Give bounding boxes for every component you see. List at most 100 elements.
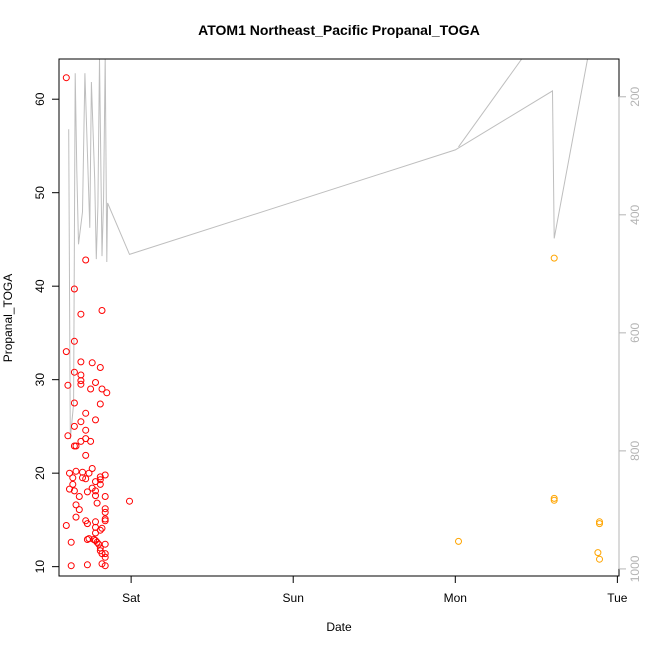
y-left-tick-label-1: 10 [33, 560, 47, 574]
data-point-s1-14 [70, 399, 78, 407]
data-point-s1-75 [98, 524, 106, 532]
data-point-s1-5 [62, 522, 70, 529]
data-point-s1-23 [75, 493, 83, 500]
data-point-s2-7 [596, 520, 603, 528]
data-point-s1-62 [93, 499, 101, 507]
y-axis-label: Propanal_TOGA [1, 274, 15, 363]
data-point-s1-65 [96, 364, 104, 371]
data-point-s2-5 [594, 549, 602, 557]
data-point-s1-38 [82, 451, 90, 459]
data-point-s1-29 [77, 310, 85, 318]
data-point-s1-66 [96, 400, 104, 408]
data-point-s1-64 [95, 540, 103, 548]
data-point-s1-63 [93, 538, 101, 546]
data-point-s1-26 [77, 380, 85, 388]
pressure-line-1 [68, 59, 589, 440]
y-right-tick-label-2: 400 [628, 204, 642, 224]
y-left-tick-label-2: 20 [33, 466, 47, 480]
data-point-s1-9 [67, 562, 75, 570]
data-point-s1-53 [92, 379, 99, 386]
data-point-s1-36 [82, 426, 90, 434]
data-point-s1-2 [62, 348, 70, 356]
y-right-tick-label-4: 800 [628, 441, 642, 461]
data-point-s1-42 [83, 520, 91, 528]
y-left-tick-label-5: 50 [33, 186, 47, 200]
data-point-s1-21 [72, 442, 80, 450]
data-point-s1-17 [70, 285, 78, 293]
plot-frame [58, 58, 620, 577]
data-point-s1-57 [92, 492, 99, 500]
data-point-s1-39 [82, 475, 90, 483]
data-point-s1-16 [70, 337, 78, 345]
data-point-s1-86 [101, 553, 109, 561]
data-point-s2-3 [550, 496, 558, 504]
data-point-s1-79 [101, 493, 109, 500]
y-right-tick-label-3: 600 [628, 323, 642, 343]
data-point-s1-80 [101, 505, 109, 513]
data-point-s1-13 [70, 422, 78, 430]
pressure-layer [68, 59, 589, 440]
data-point-s1-70 [96, 526, 104, 534]
data-point-s1-89 [126, 497, 133, 505]
data-point-s1-28 [77, 358, 85, 366]
y-left-tick-label-3: 30 [33, 373, 47, 387]
data-point-s1-35 [82, 409, 90, 417]
x-tick-label-4: Tue [607, 591, 628, 605]
data-point-s1-85 [101, 550, 109, 558]
data-point-s1-50 [88, 465, 96, 472]
data-point-s1-33 [79, 474, 86, 482]
x-tick-label-3: Mon [444, 591, 467, 605]
x-axis-label: Date [326, 620, 352, 634]
pressure-line-group [68, 59, 589, 440]
data-point-s1-30 [77, 418, 85, 426]
data-points [62, 74, 603, 570]
data-point-s1-18 [70, 487, 78, 495]
data-point-s1-20 [72, 513, 80, 521]
x-tick-label-1: Sat [122, 591, 141, 605]
data-point-s1-44 [83, 561, 91, 569]
data-point-s1-4 [64, 432, 72, 440]
data-point-s1-74 [98, 385, 106, 393]
data-point-s1-84 [101, 540, 109, 548]
data-point-s1-40 [83, 488, 91, 496]
chart-title: ATOM1 Northeast_Pacific Propanal_TOGA [198, 22, 480, 38]
data-point-s2-1 [455, 537, 462, 545]
data-point-s1-10 [69, 480, 77, 488]
y-axis-left: 10 20 30 40 50 60 [33, 92, 60, 574]
data-point-s1-11 [69, 474, 77, 482]
data-point-s1-1 [62, 74, 70, 82]
data-point-s2-2 [550, 254, 558, 262]
data-point-s1-54 [92, 416, 99, 424]
data-point-s1-81 [101, 508, 109, 516]
data-point-s1-83 [101, 517, 109, 525]
data-point-s1-15 [70, 368, 78, 376]
data-point-s1-45 [85, 469, 93, 477]
y-right-tick-label-5: 1000 [628, 555, 642, 582]
data-point-s1-19 [72, 501, 80, 509]
data-point-s1-88 [103, 389, 111, 397]
data-point-s1-69 [96, 480, 104, 488]
data-point-s1-73 [98, 307, 106, 314]
data-point-s1-6 [66, 469, 73, 477]
pressure-line-2 [458, 59, 523, 148]
data-point-s1-56 [92, 487, 99, 495]
data-point-s1-27 [77, 377, 85, 385]
data-point-s1-34 [82, 256, 90, 264]
data-point-s1-47 [87, 385, 95, 393]
data-point-s1-3 [64, 381, 72, 389]
y-axis-right: 200 400 600 800 1000 [618, 86, 642, 582]
data-point-s1-87 [101, 562, 109, 570]
y-left-tick-label-6: 60 [33, 92, 47, 106]
data-point-s1-78 [101, 471, 109, 479]
data-point-s2-8 [596, 555, 603, 563]
data-point-s1-8 [67, 538, 75, 546]
y-right-tick-label-1: 200 [628, 86, 642, 106]
x-axis: Sat Sun Mon Tue [122, 575, 628, 605]
data-point-s1-58 [92, 518, 99, 526]
data-point-s1-24 [75, 506, 83, 514]
data-point-s1-46 [85, 535, 93, 543]
x-tick-label-2: Sun [283, 591, 304, 605]
data-point-s2-4 [550, 494, 558, 502]
data-point-s1-61 [92, 537, 99, 544]
